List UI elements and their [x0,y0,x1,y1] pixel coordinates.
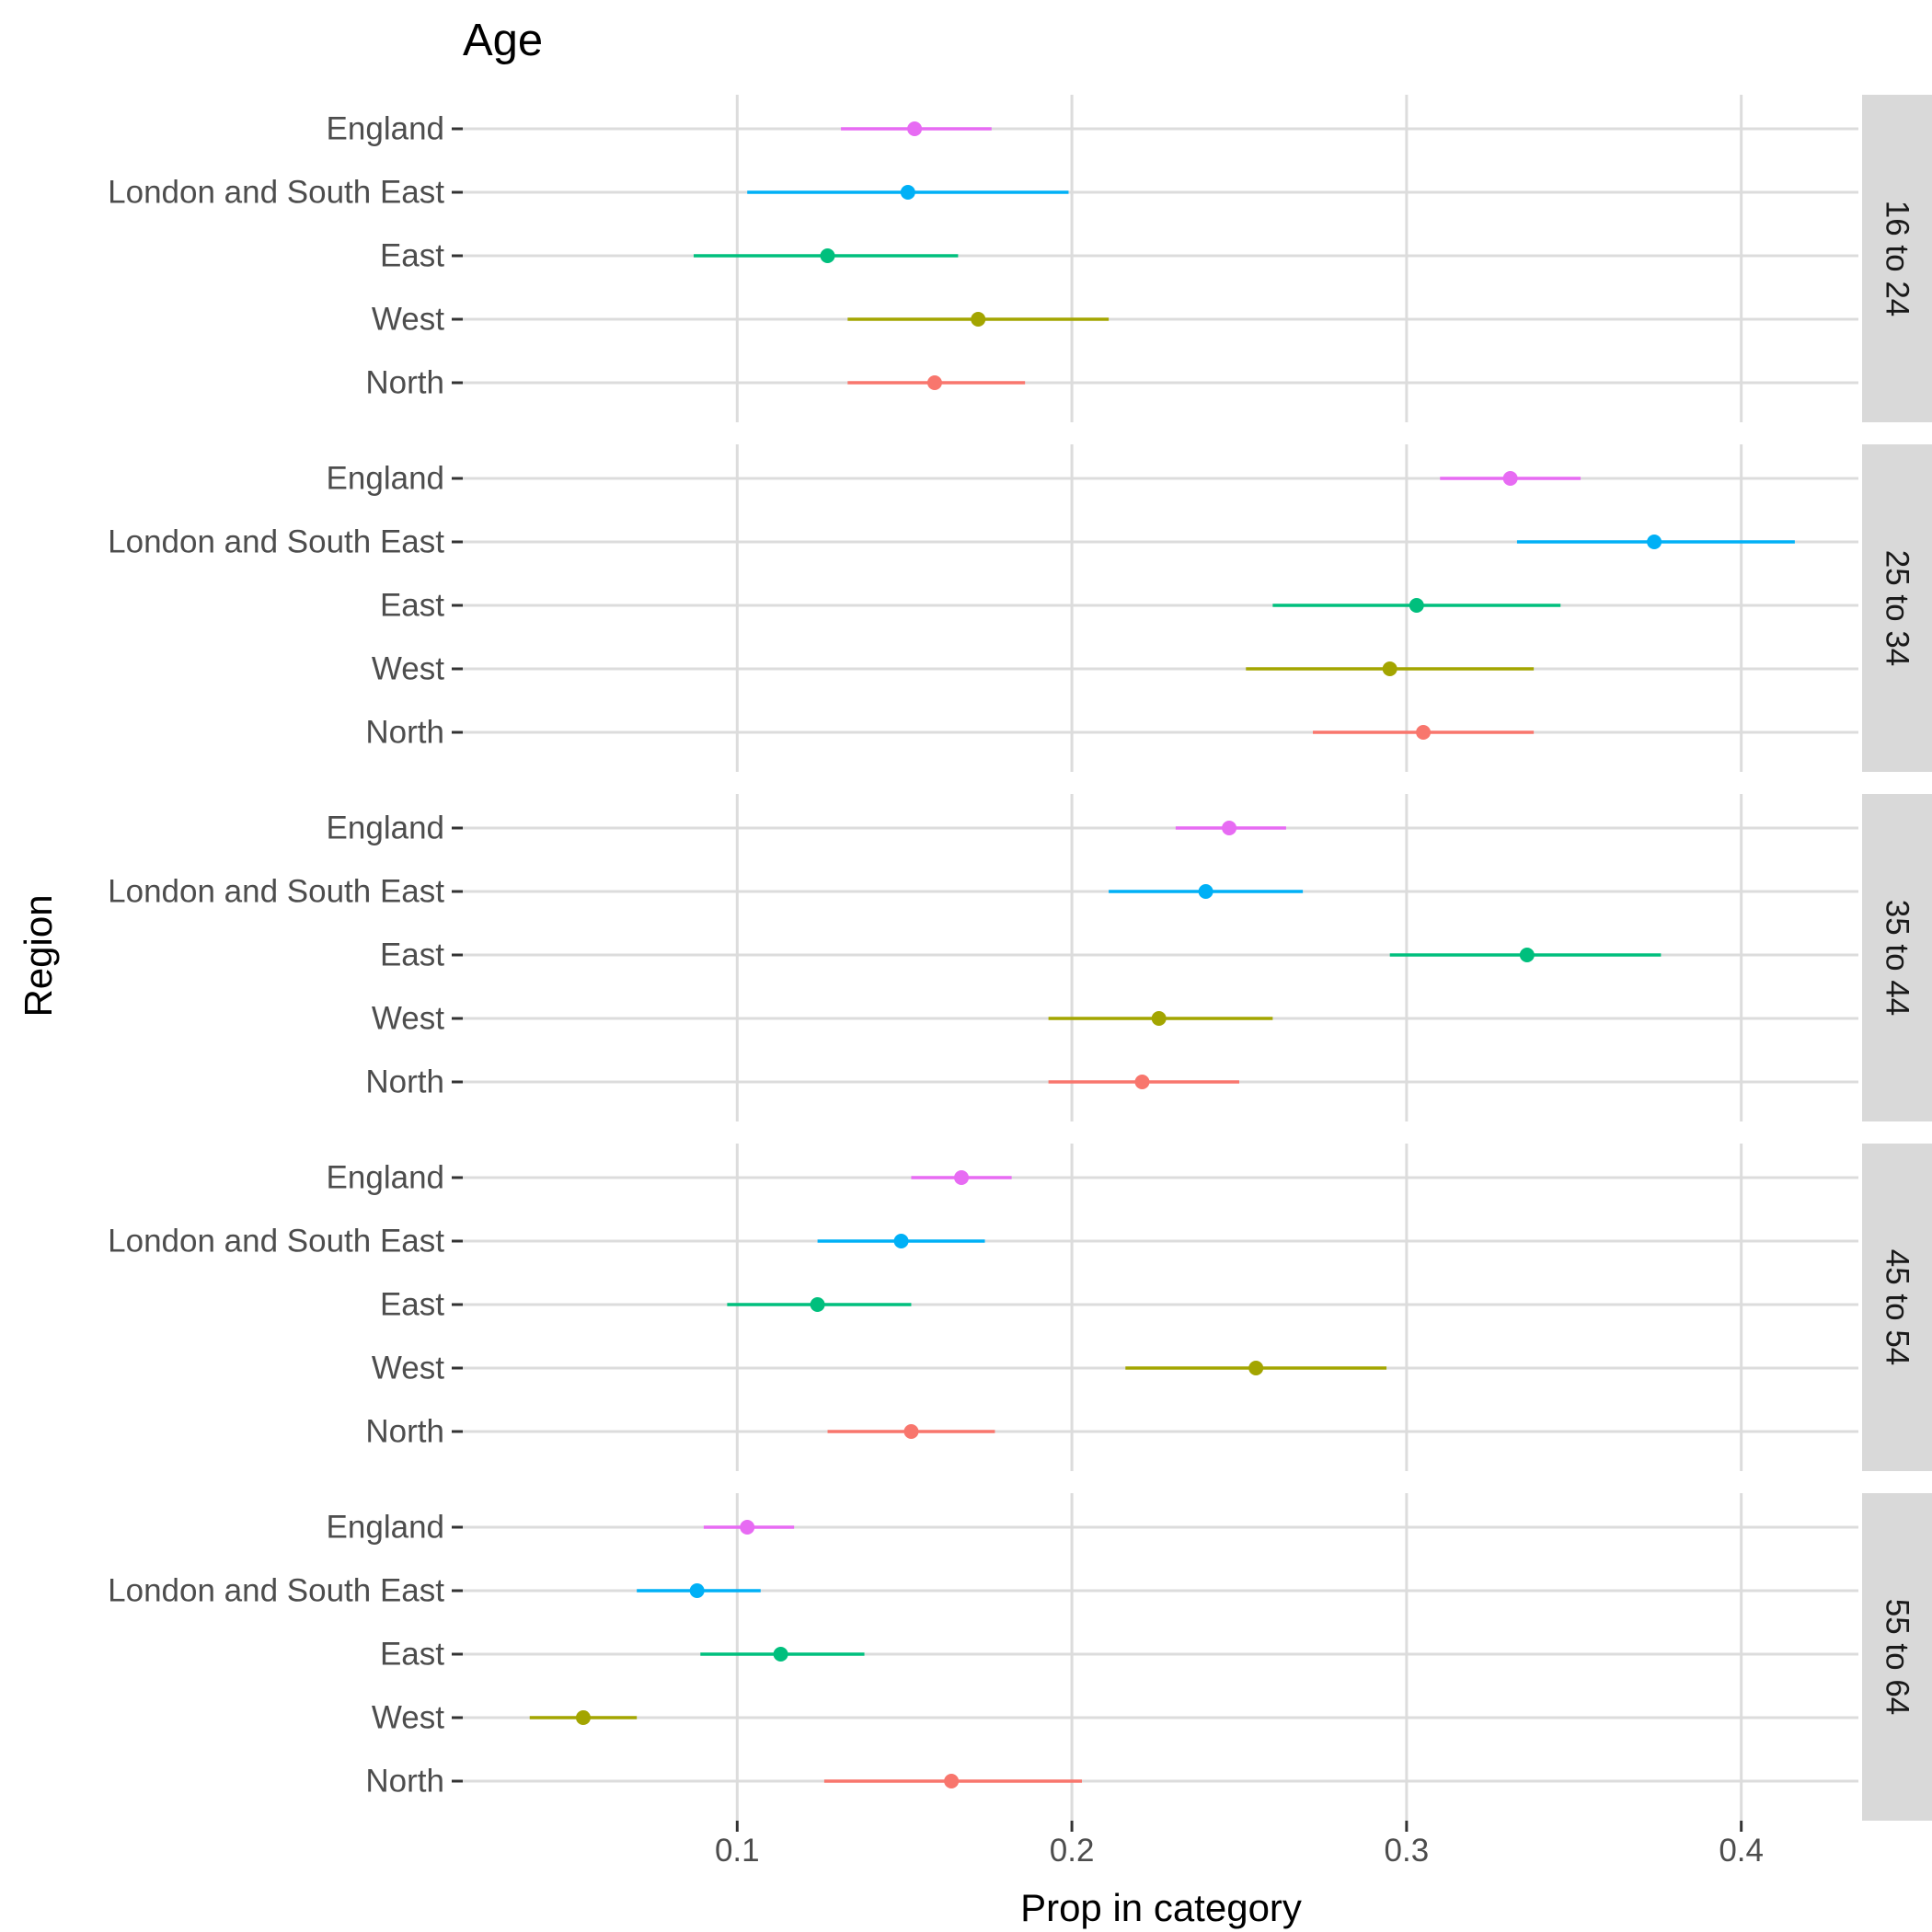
y-tick-label: England [327,1510,444,1546]
y-tick-label: North [365,1764,444,1800]
facet-strip [1862,95,1932,422]
y-tick-label: West [372,1001,444,1037]
data-point [1248,1361,1264,1375]
data-point [773,1647,788,1662]
x-axis: 0.1 0.2 0.3 0.4 [715,1821,1764,1869]
facet-strip-label: 45 to 54 [1880,1249,1915,1366]
facet-panel: 55 to 64 England London and South East East… [108,1493,1932,1821]
data-point [1502,471,1518,486]
data-point [810,1297,825,1312]
x-tick-label: 0.3 [1385,1833,1430,1869]
y-tick-label: West [372,651,444,687]
y-tick-label: North [365,365,444,401]
y-tick-label: London and South East [108,1573,444,1609]
facet-panel: 45 to 54 England London and South East East… [108,1144,1932,1471]
y-tick-label: North [365,1064,444,1100]
data-point [1198,884,1213,899]
data-point [907,121,923,136]
data-point [689,1583,705,1598]
data-point [740,1520,755,1535]
facet-strip [1862,444,1932,772]
x-tick-label: 0.4 [1719,1833,1764,1869]
data-point [926,375,942,390]
data-point [1151,1011,1167,1026]
data-point [1416,725,1432,740]
data-point [1134,1075,1150,1089]
data-point [1519,948,1535,962]
y-tick-label: London and South East [108,1224,444,1259]
data-point [1647,535,1662,549]
y-tick-label: East [380,1637,444,1673]
chart-title: Age [463,16,543,65]
y-tick-label: London and South East [108,524,444,560]
data-point [903,1424,919,1439]
facet-strip-label: 35 to 44 [1880,900,1915,1017]
y-tick-label: West [372,1351,444,1386]
y-tick-label: East [380,238,444,274]
data-point [893,1234,909,1248]
y-tick-label: North [365,715,444,751]
y-tick-label: England [327,1160,444,1196]
y-tick-label: England [327,811,444,846]
facet-panel: 25 to 34 England London and South East East… [108,444,1932,772]
facet-panel: 35 to 44 England London and South East East… [108,794,1932,1121]
x-tick-label: 0.1 [715,1833,760,1869]
y-tick-label: West [372,1700,444,1736]
facet-strip [1862,1493,1932,1821]
data-point [1382,661,1397,676]
facet-strip [1862,794,1932,1121]
y-tick-label: England [327,111,444,147]
facet-panels: 16 to 24 England London and South East East… [108,95,1932,1821]
data-point [944,1774,960,1788]
data-point [954,1170,970,1185]
x-axis-label: Prop in category [1020,1886,1302,1929]
y-tick-label: East [380,1287,444,1323]
data-point [575,1710,591,1725]
y-tick-label: England [327,461,444,497]
facet-panel: 16 to 24 England London and South East East… [108,95,1932,422]
y-tick-label: London and South East [108,175,444,211]
data-point [1409,598,1424,613]
x-tick-label: 0.2 [1050,1833,1095,1869]
data-point [1222,821,1237,835]
facet-strip-label: 55 to 64 [1880,1599,1915,1716]
facet-strip-label: 16 to 24 [1880,201,1915,317]
data-point [900,185,915,200]
data-point [820,248,835,263]
y-tick-label: East [380,937,444,973]
y-tick-label: West [372,302,444,338]
y-tick-label: London and South East [108,874,444,910]
facet-strip-label: 25 to 34 [1880,550,1915,667]
data-point [971,312,986,327]
y-axis-label: Region [17,894,60,1017]
y-tick-label: North [365,1414,444,1450]
y-tick-label: East [380,588,444,624]
facet-strip [1862,1144,1932,1471]
